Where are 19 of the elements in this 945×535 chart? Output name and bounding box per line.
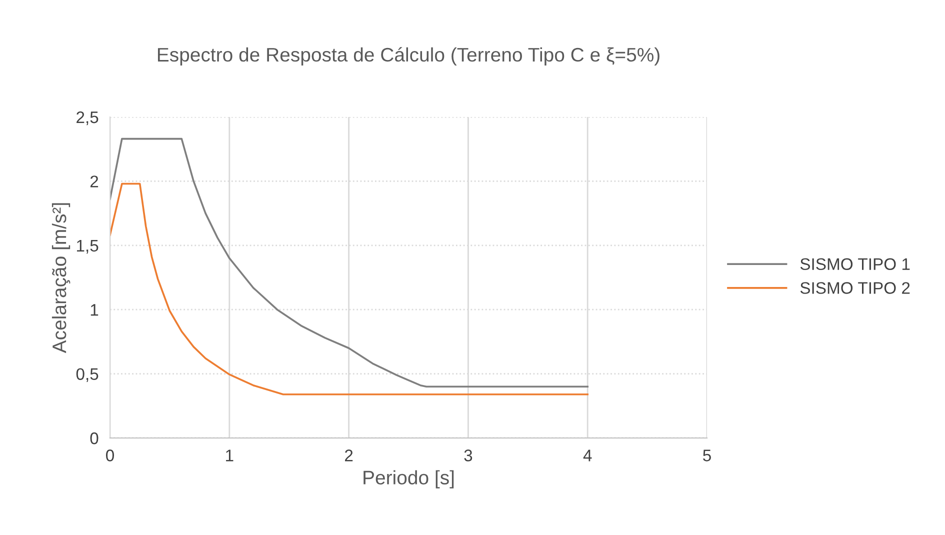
y-tick-label: 0 bbox=[90, 432, 98, 444]
x-axis-title: Periodo [s] bbox=[364, 470, 454, 488]
x-tick-label: 1 bbox=[226, 450, 234, 462]
y-tick-label: 1,5 bbox=[76, 240, 98, 254]
y-tick-label: 0,5 bbox=[76, 368, 98, 382]
y-axis-title: Acelaração [m/s²] bbox=[52, 203, 70, 354]
y-tick-label: 1 bbox=[90, 304, 98, 316]
x-tick-label: 0 bbox=[106, 450, 114, 462]
x-tick-label: 5 bbox=[703, 450, 711, 462]
y-tick-label: 2,5 bbox=[76, 111, 98, 126]
y-tick-label: 2 bbox=[90, 176, 98, 188]
legend-label: SISMO TIPO 1 bbox=[800, 258, 910, 270]
legend-label: SISMO TIPO 2 bbox=[800, 282, 910, 294]
line-series bbox=[110, 138, 589, 388]
x-tick-label: 3 bbox=[464, 450, 472, 462]
x-tick-label: 2 bbox=[345, 450, 353, 462]
x-tick-label: 4 bbox=[583, 450, 592, 462]
line-series bbox=[110, 182, 589, 396]
chart-title: Espectro de Resposta de Cálculo (Terreno Tipo C e ξ=5%) bbox=[158, 47, 660, 66]
